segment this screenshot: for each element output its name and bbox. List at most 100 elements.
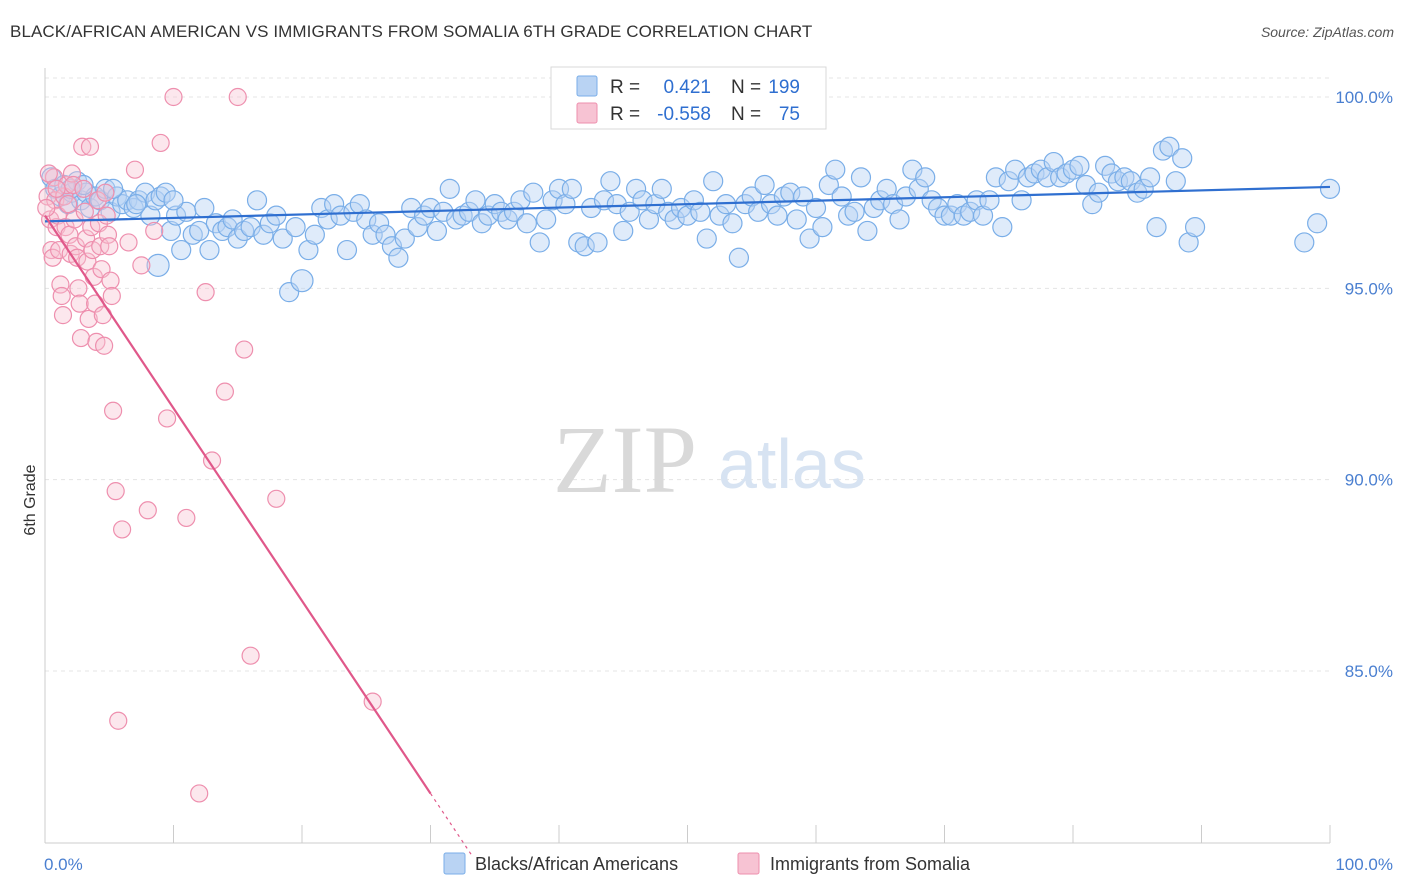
data-point-somalia [196,283,215,302]
data-point-somalia [77,229,96,248]
legend-item-somalia-label: Immigrants from Somalia [770,854,971,874]
data-point-blacks [1307,213,1328,234]
legend-pink-n-value: 75 [779,104,800,125]
data-point-somalia [97,206,116,225]
data-point-blacks [1050,167,1071,188]
data-point-blacks [523,182,544,203]
data-point-blacks [574,236,595,257]
data-point-blacks [786,209,807,230]
y-tick-label: 85.0% [1345,662,1393,681]
data-point-blacks [529,232,550,253]
data-point-blacks [838,205,859,226]
data-point-blacks [439,178,460,199]
data-point-blacks [356,209,377,230]
data-point-somalia [202,451,222,470]
data-point-blacks [677,205,698,226]
data-point-blacks [1082,194,1103,215]
data-point-blacks [593,190,615,211]
data-point-somalia [132,256,151,275]
data-point-blacks [947,194,968,215]
y-tick-label: 95.0% [1345,279,1393,298]
data-point-somalia [100,237,119,256]
gridlines [45,77,1330,672]
data-point-blacks [246,190,268,211]
data-point-blacks [690,201,711,222]
data-point-blacks [542,190,563,211]
source-credit: Source: ZipAtlas.com [1260,24,1394,40]
y-tick-label: 90.0% [1345,471,1393,490]
data-point-blacks [1165,171,1186,192]
data-point-blacks [375,224,396,245]
data-point-blacks [536,209,557,230]
data-point-blacks [253,224,274,245]
data-point-blacks [985,167,1007,188]
data-point-blacks [992,217,1013,238]
data-point-somalia [138,501,157,520]
data-point-blacks [799,228,820,249]
data-point-blacks [600,171,621,192]
data-point-somalia [53,306,73,325]
data-point-somalia [125,160,145,179]
watermark-atlas: atlas [718,425,866,503]
data-point-somalia [164,87,183,107]
data-point-blacks [651,178,672,199]
data-point-blacks [304,224,325,245]
data-point-blacks [394,228,415,249]
legend-blue-r-label: R = [610,77,640,98]
data-point-somalia [151,133,170,153]
data-point-somalia [119,233,138,252]
data-point-somalia [95,336,114,355]
data-point-blacks [1069,155,1090,176]
data-point-blacks [182,224,203,245]
legend-pink-r-label: R = [610,104,640,125]
data-point-blacks [760,194,782,215]
data-point-blacks [426,220,448,242]
data-point-somalia [70,294,89,313]
data-point-blacks [818,174,839,196]
data-point-somalia [101,271,120,290]
data-point-somalia [177,508,196,528]
data-point-blacks [857,220,878,242]
data-point-blacks [510,190,531,211]
data-point-blacks [613,220,634,242]
y-tick-label: 100.0% [1335,88,1393,107]
data-point-somalia [96,183,115,202]
data-point-somalia [190,784,209,803]
series-legend: Blacks/African Americans Immigrants from… [443,852,971,875]
legend-blue-n-label: N = [731,77,761,98]
data-point-blacks [1146,217,1167,238]
data-point-blacks [199,239,220,261]
data-point-blacks [407,217,428,238]
data-point-blacks [458,201,480,222]
data-point-blacks [1133,178,1154,199]
correlation-legend: R = 0.421 N = 199 R = -0.558 N = 75 [550,66,827,130]
data-point-blacks [465,190,486,211]
data-point-blacks [850,167,872,188]
data-point-blacks [812,217,833,238]
data-point-blacks [1120,171,1141,192]
data-point-blacks [285,217,306,238]
legend-blue-r-value: 0.421 [663,77,711,98]
data-point-blacks [369,213,390,234]
data-point-blacks [330,205,351,226]
data-point-blacks [381,236,403,257]
data-point-blacks [1043,151,1064,173]
legend-pink-r-value: -0.558 [657,104,711,125]
legend-blue-n-value: 199 [768,77,800,98]
data-point-blacks [767,205,788,226]
data-point-blacks [1114,167,1135,188]
legend-item-blacks-label: Blacks/African Americans [475,854,678,874]
data-point-blacks [709,205,730,226]
data-point-blacks [1178,232,1199,253]
data-point-somalia [71,328,91,348]
data-point-somalia [112,520,132,539]
data-point-blacks [189,220,210,242]
x-tick-label-max: 100.0% [1335,855,1393,874]
data-point-blacks [298,239,319,261]
data-point-blacks [1294,232,1315,253]
data-point-somalia [106,482,125,501]
data-point-blacks [126,194,147,215]
data-point-blacks [625,178,647,199]
data-point-somalia [74,179,93,198]
